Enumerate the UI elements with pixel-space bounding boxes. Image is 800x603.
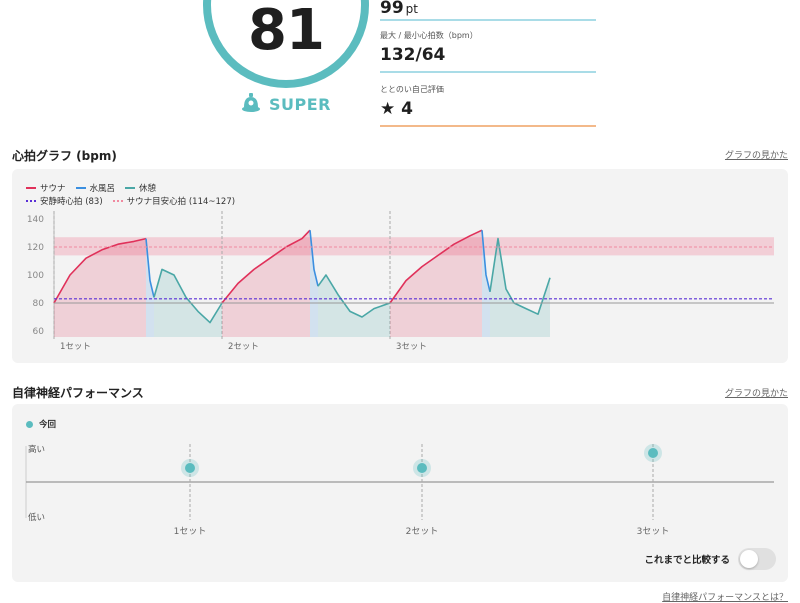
sauna-area <box>390 230 482 337</box>
heart-rate-chart: 140 120 100 80 60 1セット 2セット 3セット <box>27 211 774 352</box>
today-dot-icon <box>26 420 33 428</box>
anf-panel: 今回 高い低い 1セット 2セット 3セット これまでと比較する <box>12 404 788 582</box>
anf-about-link[interactable]: 自律神経パフォーマンスとは？ <box>662 593 788 603</box>
heart-graph-panel: サウナ 水風呂 休憩 安静時心拍 (83) サウナ目安心拍 (114~127) … <box>12 169 788 363</box>
rest-area <box>318 275 390 337</box>
divider <box>380 71 596 73</box>
rank-label: SUPER <box>269 94 331 114</box>
points-stat: 99 pt <box>380 0 596 21</box>
y-tick-label: 80 <box>33 299 45 309</box>
self-eval-stat: ととのい自己評価 ★ 4 <box>380 84 596 127</box>
data-point <box>648 448 658 458</box>
legend-water-bath: 水風呂 <box>75 182 115 194</box>
data-point <box>185 463 195 473</box>
rest-line <box>317 274 391 318</box>
y-tick-label: 60 <box>33 327 45 337</box>
heart-rate-stat: 最大 / 最小心拍数（bpm） 132/64 <box>380 30 596 73</box>
legend-rest: 休憩 <box>125 182 156 194</box>
rest-area <box>490 238 550 337</box>
heart-graph-title: 心拍グラフ (bpm) <box>12 149 117 163</box>
legend-sauna-target: サウナ目安心拍 (114~127) <box>112 195 235 207</box>
compare-toggle[interactable] <box>738 548 776 570</box>
points-unit: pt <box>405 2 418 16</box>
compare-control: これまでと比較する <box>644 548 776 570</box>
anf-title: 自律神経パフォーマンス <box>12 386 144 400</box>
compare-label: これまでと比較する <box>644 555 730 566</box>
divider <box>380 19 596 21</box>
sauna-area <box>222 230 310 337</box>
set-label: 1セット <box>174 526 207 537</box>
sauna-line <box>221 229 311 304</box>
y-high-label: 高い <box>28 444 45 455</box>
y-tick-label: 140 <box>27 215 44 225</box>
y-tick-label: 100 <box>27 271 44 281</box>
y-tick-label: 120 <box>27 243 44 253</box>
anf-legend-today: 今回 <box>26 418 56 430</box>
legend-resting-hr: 安静時心拍 (83) <box>26 195 103 207</box>
sauna-line <box>389 229 483 304</box>
sauna-line <box>53 237 147 304</box>
sauna-target-band <box>54 237 774 256</box>
rank-badge: SUPER <box>241 93 331 115</box>
star-icon: ★ <box>380 99 396 119</box>
data-point <box>417 463 427 473</box>
rest-line <box>153 268 223 324</box>
water-bath-line <box>309 230 319 287</box>
set-label: 3セット <box>396 342 427 352</box>
sauna-area <box>54 238 146 337</box>
score-value: 81 <box>248 0 325 63</box>
set-label: 2セット <box>228 342 259 352</box>
set-label: 1セット <box>60 342 91 352</box>
points-value: 99 <box>380 0 404 18</box>
set-label: 3セット <box>637 526 670 537</box>
anf-help-link[interactable]: グラフの見かた <box>724 389 788 399</box>
heart-rate-value: 132/64 <box>380 45 446 65</box>
heart-rate-caption: 最大 / 最小心拍数（bpm） <box>380 31 478 40</box>
toggle-knob <box>740 550 758 568</box>
y-low-label: 低い <box>28 512 45 523</box>
legend-sauna: サウナ <box>26 182 66 194</box>
self-eval-value: 4 <box>401 99 414 119</box>
sauna-hat-icon <box>242 93 260 112</box>
divider <box>380 125 596 127</box>
water-bath-line <box>145 238 155 298</box>
score-ring: 81 <box>203 0 369 88</box>
heart-graph-help-link[interactable]: グラフの見かた <box>724 151 788 161</box>
set-label: 2セット <box>406 526 439 537</box>
heart-graph-legend: サウナ 水風呂 休憩 安静時心拍 (83) サウナ目安心拍 (114~127) <box>26 181 235 207</box>
self-eval-caption: ととのい自己評価 <box>380 85 444 94</box>
water-bath-line <box>481 230 491 292</box>
